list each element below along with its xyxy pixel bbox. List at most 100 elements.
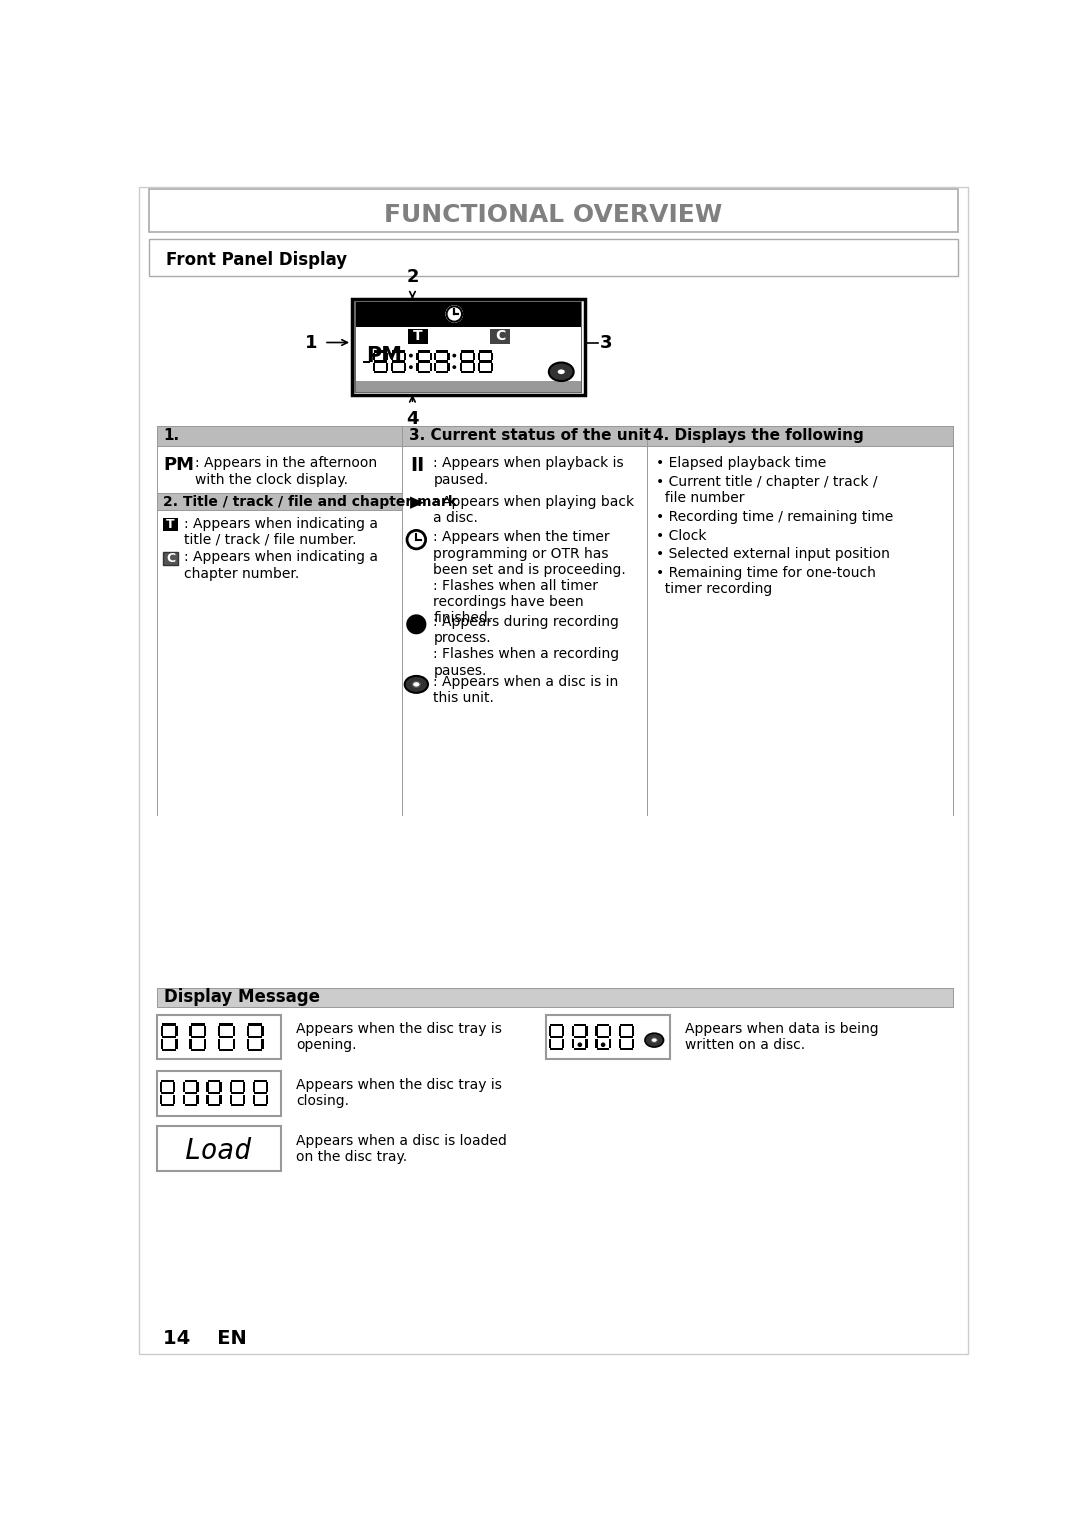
- Bar: [162, 1024, 176, 1025]
- Text: 3: 3: [600, 334, 612, 351]
- Bar: [355, 302, 581, 392]
- Bar: [494, 308, 499, 319]
- Bar: [185, 1080, 197, 1082]
- Text: • Recording time / remaining time: • Recording time / remaining time: [656, 510, 893, 525]
- Text: : Appears when indicating a
title / track / file number.: : Appears when indicating a title / trac…: [184, 516, 378, 546]
- Ellipse shape: [549, 363, 573, 382]
- Bar: [480, 349, 491, 353]
- Text: 1.: 1.: [163, 429, 179, 443]
- Text: • Remaining time for one-touch
  timer recording: • Remaining time for one-touch timer rec…: [656, 566, 876, 597]
- Bar: [490, 363, 494, 371]
- Ellipse shape: [651, 1038, 658, 1042]
- Bar: [206, 1082, 208, 1091]
- Bar: [248, 1024, 262, 1025]
- Bar: [185, 1091, 197, 1094]
- Bar: [175, 1039, 177, 1048]
- Bar: [597, 1024, 609, 1027]
- Bar: [434, 363, 436, 371]
- Text: Front Panel Display: Front Panel Display: [166, 252, 347, 269]
- Bar: [160, 1082, 162, 1091]
- Bar: [157, 426, 403, 446]
- Bar: [460, 363, 462, 371]
- Bar: [246, 1025, 248, 1036]
- Bar: [246, 1039, 248, 1048]
- Text: Load: Load: [185, 1137, 253, 1164]
- Bar: [545, 1015, 670, 1059]
- Text: 2: 2: [406, 267, 419, 285]
- Bar: [585, 1039, 588, 1048]
- Bar: [647, 426, 953, 446]
- Circle shape: [407, 531, 426, 549]
- Circle shape: [409, 354, 413, 357]
- Bar: [160, 1094, 162, 1103]
- Bar: [573, 1024, 586, 1027]
- Bar: [183, 1082, 186, 1091]
- Bar: [408, 328, 428, 343]
- Bar: [490, 353, 494, 360]
- Bar: [248, 1036, 262, 1038]
- Bar: [197, 1082, 199, 1091]
- Bar: [255, 1103, 267, 1106]
- Bar: [230, 1082, 232, 1091]
- Text: Appears when data is being
written on a disc.: Appears when data is being written on a …: [685, 1022, 879, 1051]
- Text: : Appears when playing back
a disc.: : Appears when playing back a disc.: [433, 494, 635, 525]
- Bar: [173, 1094, 175, 1103]
- Bar: [562, 1039, 565, 1048]
- Bar: [551, 1048, 563, 1050]
- Bar: [435, 349, 448, 353]
- Bar: [231, 1080, 243, 1082]
- Bar: [572, 1039, 575, 1048]
- Bar: [191, 1024, 205, 1025]
- Bar: [418, 360, 430, 363]
- Text: PM: PM: [366, 346, 402, 366]
- Bar: [189, 1025, 191, 1036]
- Bar: [619, 1027, 621, 1036]
- Bar: [261, 1025, 264, 1036]
- Text: PM: PM: [163, 456, 194, 475]
- Bar: [253, 1094, 255, 1103]
- Bar: [549, 1039, 551, 1048]
- Bar: [149, 189, 958, 232]
- Bar: [597, 1048, 609, 1050]
- Bar: [375, 371, 387, 374]
- Bar: [632, 1027, 634, 1036]
- Bar: [392, 349, 405, 353]
- Bar: [207, 1103, 220, 1106]
- Polygon shape: [410, 496, 424, 508]
- Bar: [157, 1015, 281, 1059]
- Circle shape: [409, 365, 413, 369]
- Bar: [585, 1027, 588, 1036]
- Bar: [447, 363, 449, 371]
- Bar: [375, 349, 387, 353]
- Bar: [403, 426, 647, 446]
- Bar: [480, 371, 491, 374]
- Bar: [551, 1024, 563, 1027]
- Bar: [435, 360, 448, 363]
- Bar: [243, 1094, 245, 1103]
- Bar: [266, 1082, 268, 1091]
- Text: • Elapsed playback time: • Elapsed playback time: [656, 456, 826, 470]
- Bar: [163, 517, 178, 531]
- Bar: [204, 1025, 206, 1036]
- Bar: [595, 1027, 597, 1036]
- Bar: [157, 493, 403, 510]
- Bar: [255, 1091, 267, 1094]
- Bar: [477, 353, 480, 360]
- Text: Appears when a disc is loaded
on the disc tray.: Appears when a disc is loaded on the dis…: [296, 1134, 508, 1164]
- Bar: [219, 1094, 221, 1103]
- Bar: [460, 353, 462, 360]
- Polygon shape: [508, 308, 519, 319]
- Ellipse shape: [645, 1033, 663, 1047]
- Bar: [620, 1048, 633, 1050]
- Bar: [157, 987, 953, 1007]
- Bar: [490, 328, 510, 343]
- Bar: [255, 1080, 267, 1082]
- Text: 2. Title / track / file and chapter mark: 2. Title / track / file and chapter mark: [163, 494, 457, 508]
- Bar: [157, 1126, 281, 1170]
- Bar: [430, 353, 432, 360]
- Circle shape: [578, 1042, 582, 1047]
- Bar: [162, 1036, 176, 1038]
- Text: 3. Current status of the unit: 3. Current status of the unit: [408, 429, 650, 443]
- Bar: [207, 1080, 220, 1082]
- Text: : Appears in the afternoon
with the clock display.: : Appears in the afternoon with the cloc…: [195, 456, 378, 487]
